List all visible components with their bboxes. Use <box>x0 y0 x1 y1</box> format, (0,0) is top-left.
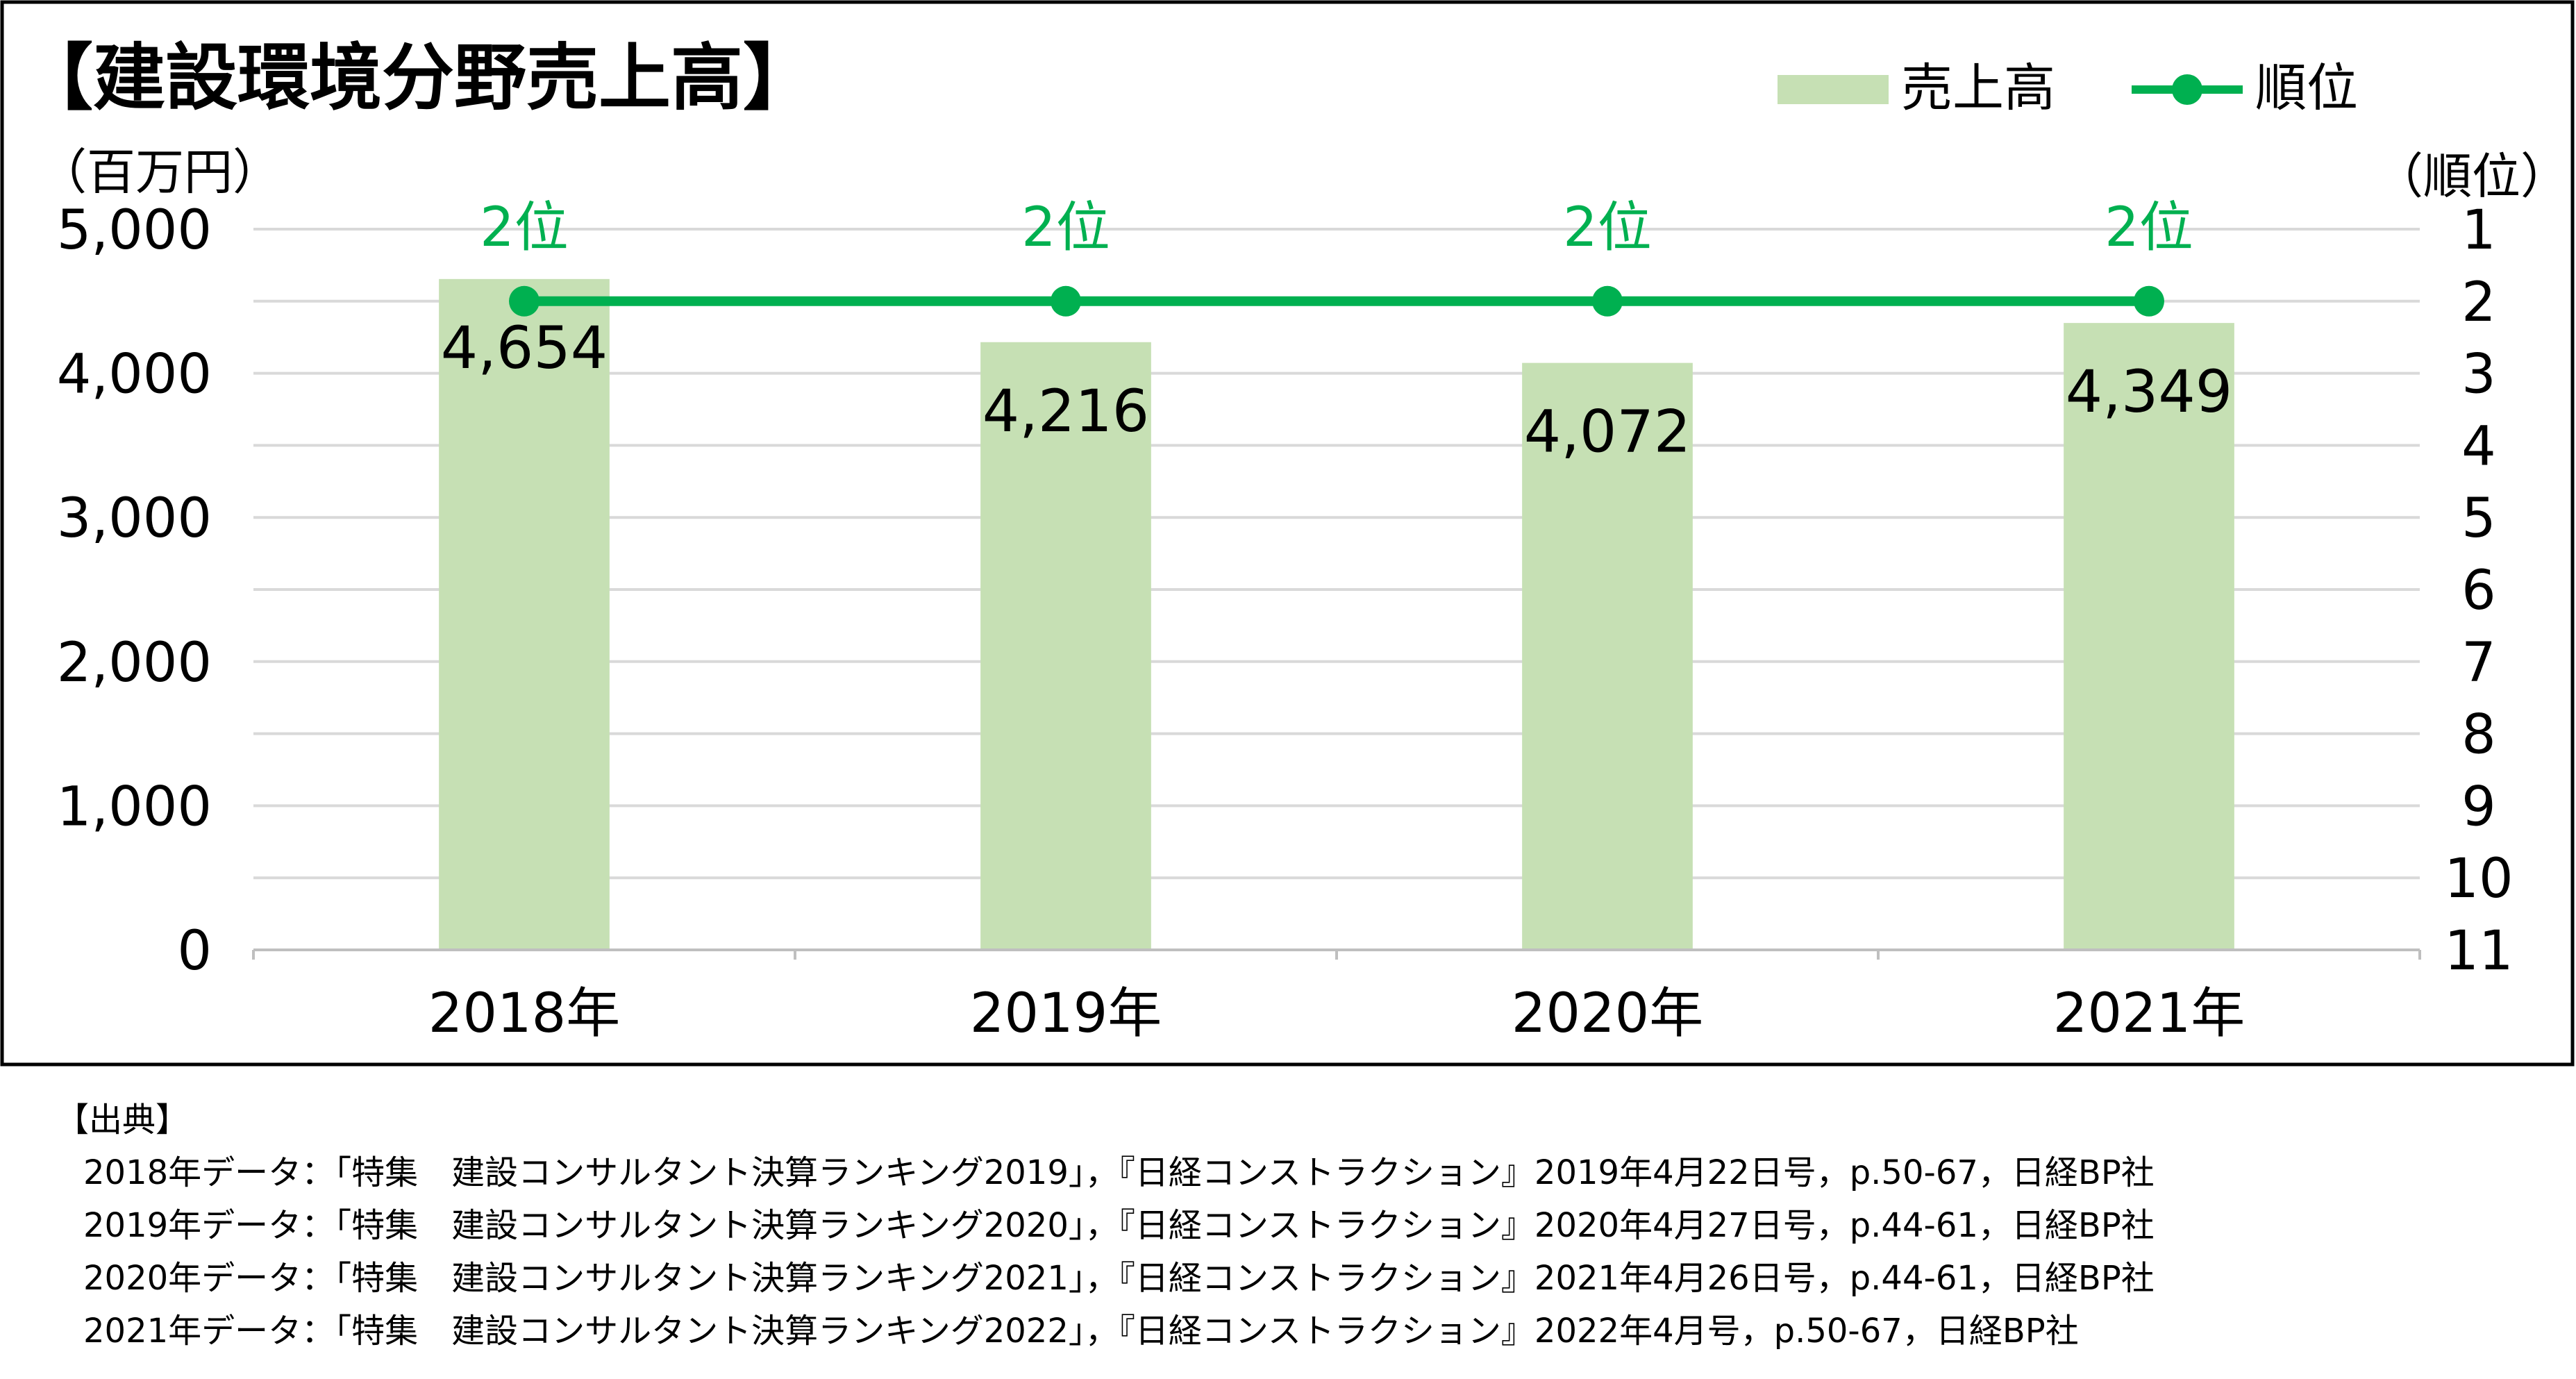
y-tick-label: 4,000 <box>57 344 212 406</box>
x-tick-label: 2019年 <box>970 983 1162 1045</box>
x-tick-label: 2018年 <box>428 983 621 1045</box>
legend-line-label: 順位 <box>2255 58 2358 118</box>
y2-tick-label: 2 <box>2461 271 2496 334</box>
right-axis-unit: （順位） <box>2375 148 2569 205</box>
y2-tick-label: 1 <box>2461 199 2496 262</box>
bar-value-label: 4,654 <box>441 314 608 382</box>
source-line: 2018年データ：「特集 建設コンサルタント決算ランキング2019」，『日経コン… <box>83 1153 2155 1192</box>
bar-value-label: 4,349 <box>2066 358 2232 426</box>
rank-marker <box>509 285 540 317</box>
y-tick-label: 2,000 <box>57 632 212 694</box>
left-axis-unit: （百万円） <box>38 144 281 201</box>
y-tick-label: 3,000 <box>57 487 212 550</box>
bar-value-label: 4,072 <box>1524 398 1691 466</box>
bar <box>1522 362 1693 950</box>
rank-value-label: 2位 <box>1563 197 1652 259</box>
y2-tick-label: 5 <box>2461 487 2496 550</box>
rank-value-label: 2位 <box>480 197 569 259</box>
y2-tick-label: 3 <box>2461 344 2496 406</box>
bar-value-label: 4,216 <box>982 377 1149 445</box>
y-tick-label: 1,000 <box>57 776 212 838</box>
y-tick-label: 0 <box>177 920 212 983</box>
source-line: 2019年データ：「特集 建設コンサルタント決算ランキング2020」，『日経コン… <box>83 1206 2155 1245</box>
y2-tick-label: 4 <box>2461 415 2496 478</box>
x-tick-label: 2021年 <box>2053 983 2245 1045</box>
bar-series <box>439 278 2234 951</box>
y2-tick-label: 9 <box>2461 776 2496 838</box>
source-notes: 【出典】 2018年データ：「特集 建設コンサルタント決算ランキング2019」，… <box>56 1094 2155 1357</box>
rank-marker <box>1051 285 1081 317</box>
bar <box>2064 323 2234 951</box>
y2-tick-label: 10 <box>2444 848 2513 910</box>
rank-marker <box>1592 285 1623 317</box>
y2-tick-label: 8 <box>2461 704 2496 767</box>
rank-value-label: 2位 <box>1021 197 1110 259</box>
chart-title: 【建設環境分野売上高】 <box>21 35 815 120</box>
y2-tick-label: 7 <box>2461 632 2496 694</box>
bar <box>439 278 610 950</box>
chart-frame <box>0 0 2575 1067</box>
axes: 0 1,000 2,000 3,000 4,000 5,000 1 2 3 4 5 6 7 8 9 10 11 2… <box>57 199 2514 1045</box>
rank-marker <box>2134 285 2164 317</box>
legend-line-marker <box>2172 74 2202 105</box>
source-line: 2020年データ：「特集 建設コンサルタント決算ランキング2021」，『日経コン… <box>83 1259 2155 1298</box>
source-line: 2021年データ：「特集 建設コンサルタント決算ランキング2022」，『日経コン… <box>83 1312 2079 1351</box>
y2-tick-label: 11 <box>2444 920 2513 983</box>
legend-bar-label: 売上高 <box>1901 58 2055 118</box>
data-labels: 4,654 4,216 4,072 4,349 2位 2位 2位 2位 <box>441 197 2232 466</box>
y2-tick-label: 6 <box>2461 560 2496 622</box>
y-tick-label: 5,000 <box>57 199 212 262</box>
rank-value-label: 2位 <box>2105 197 2193 259</box>
legend-bar-swatch <box>1778 75 1889 104</box>
x-tick-label: 2020年 <box>1512 983 1704 1045</box>
legend: 売上高 順位 <box>1778 58 2358 118</box>
bar <box>980 342 1151 950</box>
source-heading: 【出典】 <box>56 1101 190 1139</box>
rank-series <box>509 285 2164 317</box>
